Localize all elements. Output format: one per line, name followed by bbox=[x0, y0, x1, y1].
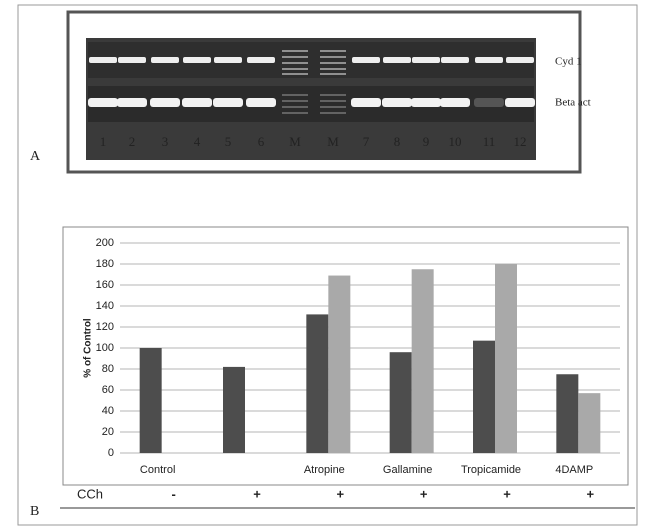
band bbox=[151, 57, 179, 63]
ladder-band bbox=[282, 100, 308, 102]
band bbox=[88, 98, 118, 107]
ladder-band bbox=[320, 100, 346, 102]
lane-label: 1 bbox=[100, 134, 107, 149]
ladder-band bbox=[282, 56, 308, 58]
bar bbox=[495, 264, 517, 453]
lane-label: 11 bbox=[483, 134, 496, 149]
treatment-sign: + bbox=[253, 486, 261, 501]
band bbox=[352, 57, 380, 63]
band bbox=[246, 98, 276, 107]
y-tick-label: 100 bbox=[96, 342, 114, 354]
treatment-sign: + bbox=[503, 486, 511, 501]
gel-row-label: Cyd 1 bbox=[555, 56, 582, 68]
treatment-sign: + bbox=[587, 486, 595, 501]
gel-row-label: Beta act bbox=[555, 97, 591, 109]
lane-label: 6 bbox=[258, 134, 265, 149]
ladder-band bbox=[320, 56, 346, 58]
panel-label: A bbox=[30, 149, 41, 164]
bar bbox=[328, 276, 350, 453]
band bbox=[89, 57, 117, 63]
band bbox=[383, 57, 411, 63]
ladder-band bbox=[320, 106, 346, 108]
lane-label: 9 bbox=[423, 134, 430, 149]
x-tick-label: Tropicamide bbox=[461, 464, 521, 476]
y-axis-label: % of Control bbox=[83, 318, 94, 378]
ladder-band bbox=[282, 50, 308, 52]
band bbox=[150, 98, 180, 107]
lane-label: 7 bbox=[363, 134, 370, 149]
ladder-band bbox=[320, 94, 346, 96]
y-tick-label: 160 bbox=[96, 279, 114, 291]
ladder-band bbox=[282, 94, 308, 96]
y-tick-label: 20 bbox=[102, 426, 114, 438]
band bbox=[214, 57, 242, 63]
lane-label: 3 bbox=[162, 134, 169, 149]
ladder-band bbox=[320, 112, 346, 114]
lane-label: 4 bbox=[194, 134, 201, 149]
lane-label: 10 bbox=[449, 134, 462, 149]
bar bbox=[473, 341, 495, 453]
panel-label: B bbox=[30, 504, 39, 519]
ladder-band bbox=[320, 73, 346, 75]
lane-label: M bbox=[289, 134, 301, 149]
y-tick-label: 40 bbox=[102, 405, 114, 417]
bar bbox=[223, 367, 245, 453]
lane-label: 8 bbox=[394, 134, 401, 149]
ladder-band bbox=[282, 62, 308, 64]
bar bbox=[390, 352, 412, 453]
band bbox=[411, 98, 441, 107]
y-tick-label: 80 bbox=[102, 363, 114, 375]
band bbox=[118, 57, 146, 63]
x-tick-label: 4DAMP bbox=[555, 464, 593, 476]
band bbox=[351, 98, 381, 107]
band bbox=[382, 98, 412, 107]
band bbox=[117, 98, 147, 107]
figure: Cyd 1 Beta act A 123456MM789101112 B CCh… bbox=[0, 0, 649, 531]
band bbox=[213, 98, 243, 107]
treatment-sign: - bbox=[171, 486, 175, 501]
y-tick-label: 140 bbox=[96, 300, 114, 312]
bar bbox=[306, 314, 328, 453]
band bbox=[412, 57, 440, 63]
ladder-band bbox=[320, 62, 346, 64]
treatment-sign: + bbox=[337, 486, 345, 501]
ladder-band bbox=[282, 73, 308, 75]
band bbox=[182, 98, 212, 107]
ladder-band bbox=[282, 106, 308, 108]
band bbox=[474, 98, 504, 107]
x-tick-label: Control bbox=[140, 464, 175, 476]
y-tick-label: 120 bbox=[96, 321, 114, 333]
x-tick-label: Atropine bbox=[304, 464, 345, 476]
band bbox=[247, 57, 275, 63]
y-tick-label: 200 bbox=[96, 237, 114, 249]
x-tick-label: Gallamine bbox=[383, 464, 433, 476]
ladder-band bbox=[282, 68, 308, 70]
bar bbox=[412, 269, 434, 453]
y-tick-label: 0 bbox=[108, 447, 114, 459]
treatment-sign: + bbox=[420, 486, 428, 501]
lane-label: 2 bbox=[129, 134, 136, 149]
band bbox=[475, 57, 503, 63]
band bbox=[506, 57, 534, 63]
band bbox=[183, 57, 211, 63]
lane-label: 5 bbox=[225, 134, 232, 149]
band bbox=[505, 98, 535, 107]
treatment-label: CCh bbox=[77, 486, 103, 501]
band bbox=[441, 57, 469, 63]
bar bbox=[578, 393, 600, 453]
bar bbox=[556, 374, 578, 453]
band bbox=[440, 98, 470, 107]
ladder-band bbox=[320, 68, 346, 70]
y-tick-label: 180 bbox=[96, 258, 114, 270]
ladder-band bbox=[320, 50, 346, 52]
lane-label: M bbox=[327, 134, 339, 149]
y-tick-label: 60 bbox=[102, 384, 114, 396]
lane-label: 12 bbox=[514, 134, 527, 149]
ladder-band bbox=[282, 112, 308, 114]
bar bbox=[140, 348, 162, 453]
